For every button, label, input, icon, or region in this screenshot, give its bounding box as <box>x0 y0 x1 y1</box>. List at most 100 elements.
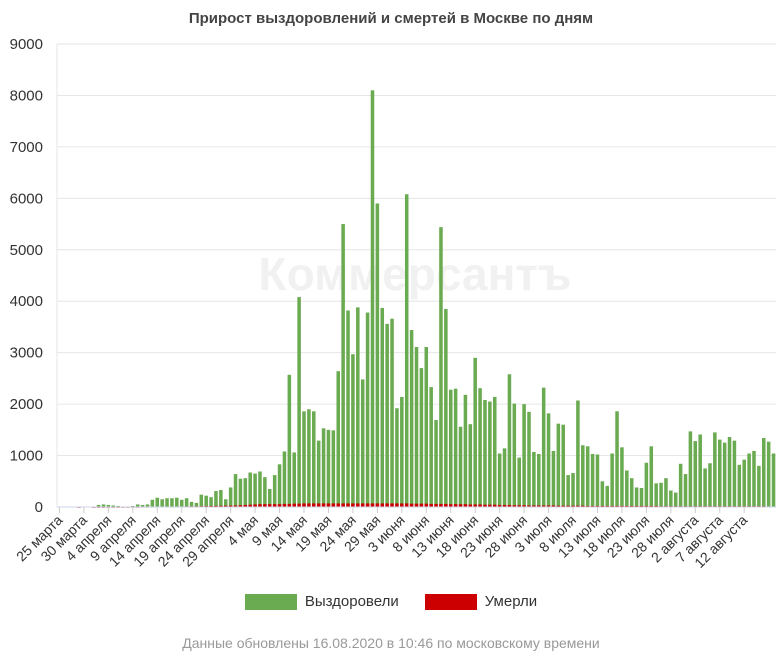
bar-recovered[interactable] <box>429 387 433 507</box>
bar-recovered[interactable] <box>752 450 756 507</box>
bar-deaths[interactable] <box>639 505 644 507</box>
bar-recovered[interactable] <box>468 424 473 507</box>
bar-recovered[interactable] <box>414 347 419 507</box>
bar-deaths[interactable] <box>556 505 561 507</box>
bar-deaths[interactable] <box>473 504 477 507</box>
bar-recovered[interactable] <box>620 447 624 507</box>
bar-recovered[interactable] <box>615 411 619 507</box>
bar-deaths[interactable] <box>566 505 570 507</box>
bar-recovered[interactable] <box>331 430 336 507</box>
bar-recovered[interactable] <box>747 453 751 508</box>
bar-deaths[interactable] <box>541 505 546 507</box>
bar-recovered[interactable] <box>268 488 272 507</box>
bar-deaths[interactable] <box>385 503 389 507</box>
bar-deaths[interactable] <box>600 505 605 507</box>
bar-recovered[interactable] <box>708 463 712 507</box>
bar-recovered[interactable] <box>424 347 429 507</box>
bar-recovered[interactable] <box>292 452 296 507</box>
bar-deaths[interactable] <box>434 503 438 507</box>
bar-recovered[interactable] <box>150 499 155 507</box>
bar-recovered[interactable] <box>189 501 194 507</box>
bar-deaths[interactable] <box>546 505 551 507</box>
bar-recovered[interactable] <box>444 308 448 507</box>
bar-recovered[interactable] <box>116 505 120 507</box>
bar-deaths[interactable] <box>468 504 473 507</box>
bar-recovered[interactable] <box>727 437 732 507</box>
bar-recovered[interactable] <box>214 491 218 507</box>
bar-recovered[interactable] <box>722 442 727 507</box>
bar-deaths[interactable] <box>326 503 331 507</box>
bar-recovered[interactable] <box>493 396 497 507</box>
bar-recovered[interactable] <box>321 428 326 507</box>
bar-recovered[interactable] <box>581 445 585 507</box>
bar-deaths[interactable] <box>615 505 619 507</box>
bar-deaths[interactable] <box>390 503 394 507</box>
bar-recovered[interactable] <box>600 481 605 507</box>
bar-deaths[interactable] <box>331 503 336 507</box>
bar-recovered[interactable] <box>693 441 698 507</box>
bar-recovered[interactable] <box>365 312 370 507</box>
bar-deaths[interactable] <box>219 505 223 507</box>
bar-deaths[interactable] <box>497 504 502 507</box>
bar-deaths[interactable] <box>336 503 340 507</box>
bar-deaths[interactable] <box>576 505 580 507</box>
bar-recovered[interactable] <box>155 497 160 507</box>
bar-recovered[interactable] <box>532 451 536 507</box>
bar-deaths[interactable] <box>625 505 629 507</box>
bar-recovered[interactable] <box>238 478 243 507</box>
bar-deaths[interactable] <box>321 503 326 507</box>
bar-deaths[interactable] <box>277 504 282 507</box>
bar-recovered[interactable] <box>409 330 414 507</box>
bar-recovered[interactable] <box>517 457 521 507</box>
bar-deaths[interactable] <box>356 503 360 507</box>
bar-recovered[interactable] <box>688 431 693 507</box>
bar-recovered[interactable] <box>140 504 145 507</box>
bar-recovered[interactable] <box>199 494 204 507</box>
bar-recovered[interactable] <box>585 446 590 507</box>
bar-recovered[interactable] <box>106 504 111 507</box>
bar-recovered[interactable] <box>634 487 639 507</box>
bar-deaths[interactable] <box>253 504 257 507</box>
bar-deaths[interactable] <box>453 504 458 507</box>
bar-recovered[interactable] <box>131 505 135 507</box>
bar-deaths[interactable] <box>571 505 575 507</box>
bar-recovered[interactable] <box>346 310 350 507</box>
bar-recovered[interactable] <box>375 203 380 508</box>
bar-deaths[interactable] <box>409 503 414 507</box>
bar-recovered[interactable] <box>673 492 678 507</box>
bar-deaths[interactable] <box>551 505 556 507</box>
bar-deaths[interactable] <box>272 504 277 507</box>
bar-deaths[interactable] <box>395 503 399 507</box>
bar-recovered[interactable] <box>703 468 707 507</box>
bar-deaths[interactable] <box>414 503 419 507</box>
bar-recovered[interactable] <box>439 227 443 507</box>
bar-recovered[interactable] <box>502 448 507 507</box>
bar-deaths[interactable] <box>488 504 492 507</box>
bar-deaths[interactable] <box>522 505 526 507</box>
bar-recovered[interactable] <box>566 475 570 507</box>
bar-recovered[interactable] <box>419 368 424 507</box>
bar-deaths[interactable] <box>214 505 218 507</box>
bar-recovered[interactable] <box>307 409 311 507</box>
bar-recovered[interactable] <box>742 459 746 507</box>
bar-recovered[interactable] <box>639 487 644 507</box>
bar-deaths[interactable] <box>223 505 228 507</box>
bar-recovered[interactable] <box>453 388 458 507</box>
bar-deaths[interactable] <box>478 504 482 507</box>
bar-deaths[interactable] <box>268 504 272 507</box>
bar-recovered[interactable] <box>272 475 277 507</box>
bar-deaths[interactable] <box>463 504 468 507</box>
bar-deaths[interactable] <box>263 504 267 507</box>
bar-recovered[interactable] <box>507 374 512 507</box>
bar-deaths[interactable] <box>400 503 404 507</box>
bar-recovered[interactable] <box>434 420 438 507</box>
bar-deaths[interactable] <box>292 503 296 507</box>
bar-deaths[interactable] <box>233 505 238 507</box>
bar-recovered[interactable] <box>351 354 355 507</box>
bar-recovered[interactable] <box>625 470 629 507</box>
bar-recovered[interactable] <box>326 429 331 507</box>
bar-deaths[interactable] <box>448 504 453 507</box>
bar-recovered[interactable] <box>336 371 340 507</box>
bar-deaths[interactable] <box>365 503 370 507</box>
bar-recovered[interactable] <box>263 477 267 507</box>
